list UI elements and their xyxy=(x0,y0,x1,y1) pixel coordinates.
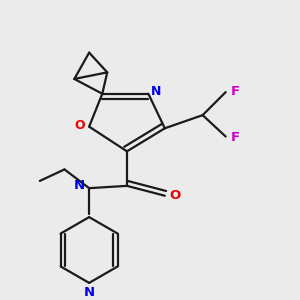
Text: N: N xyxy=(84,286,95,299)
Text: N: N xyxy=(74,179,85,192)
Text: O: O xyxy=(74,119,85,132)
Text: F: F xyxy=(230,131,239,144)
Text: F: F xyxy=(230,85,239,98)
Text: N: N xyxy=(150,85,161,98)
Text: O: O xyxy=(169,189,180,202)
